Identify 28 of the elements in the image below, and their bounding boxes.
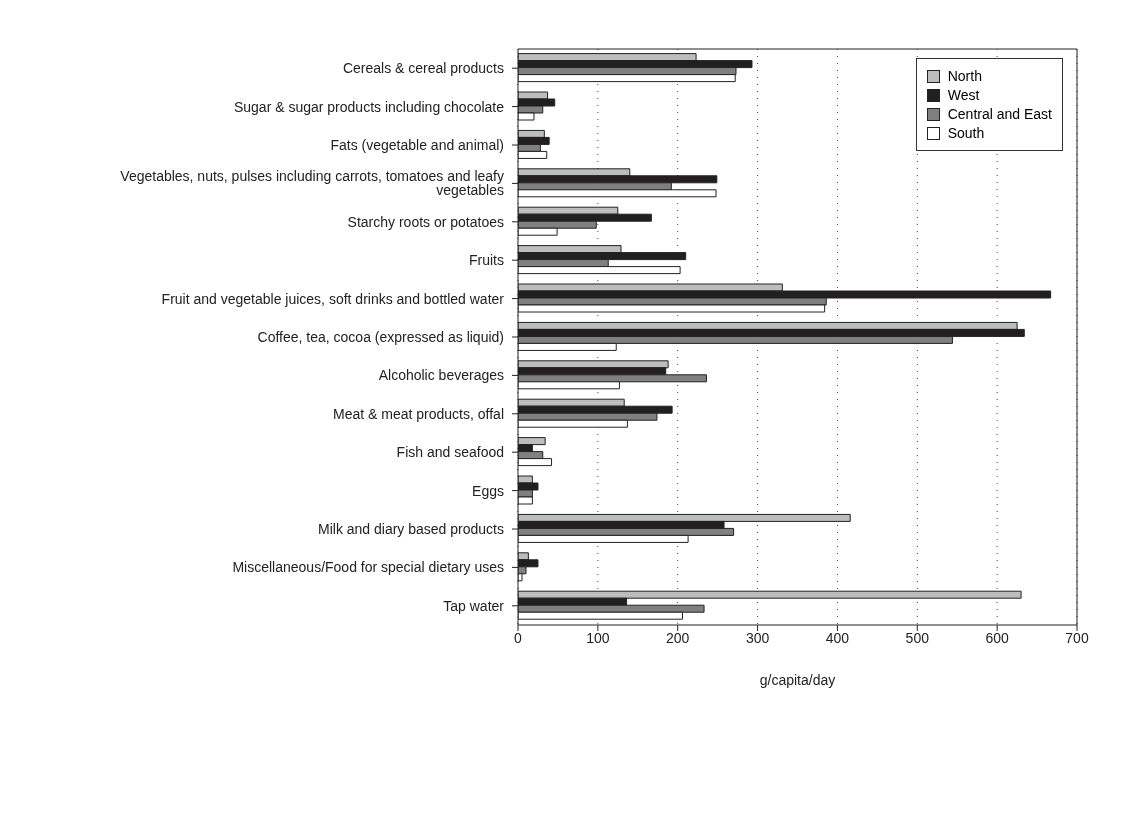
y-tick-label: Tap water xyxy=(443,597,505,614)
x-axis-title: g/capita/day xyxy=(759,672,836,688)
x-tick-label: 100 xyxy=(586,629,610,646)
y-tick-label: Milk and diary based products xyxy=(318,520,504,537)
x-tick-label: 200 xyxy=(666,629,690,646)
x-tick-label: 400 xyxy=(825,629,850,646)
x-tick-label: 0 xyxy=(514,629,523,646)
y-tick-label: Eggs xyxy=(472,482,504,499)
y-tick-label: Sugar & sugar products including chocolate xyxy=(233,98,505,115)
legend-label: North xyxy=(947,68,982,84)
y-tick-label: Cereals & cereal products xyxy=(342,60,504,77)
legend-label: South xyxy=(947,125,985,141)
y-tick-label: Vegetables, nuts, pulses including carrots, tomatoes and leafy vegetables xyxy=(120,168,504,199)
legend-label: West xyxy=(947,87,980,103)
x-tick-label: 500 xyxy=(905,629,930,646)
legend-label: Central and East xyxy=(947,106,1052,122)
y-tick-label: Fruits xyxy=(469,252,504,269)
x-tick-label: 300 xyxy=(745,629,770,646)
y-tick-label: Fish and seafood xyxy=(396,444,504,461)
x-tick-label: 700 xyxy=(1065,629,1089,646)
y-tick-label: Meat & meat products, offal xyxy=(333,405,504,422)
y-tick-label: Fruit and vegetable juices, soft drinks and bottled water xyxy=(161,290,505,307)
y-tick-label: Coffee, tea, cocoa (expressed as liquid) xyxy=(257,328,504,345)
y-tick-label: Fats (vegetable and animal) xyxy=(330,136,504,153)
x-tick-label: 600 xyxy=(985,629,1010,646)
y-tick-label: Starchy roots or potatoes xyxy=(347,213,504,230)
y-tick-label: Miscellaneous/Food for special dietary uses xyxy=(232,559,504,576)
y-tick-label: Alcoholic beverages xyxy=(378,367,504,384)
